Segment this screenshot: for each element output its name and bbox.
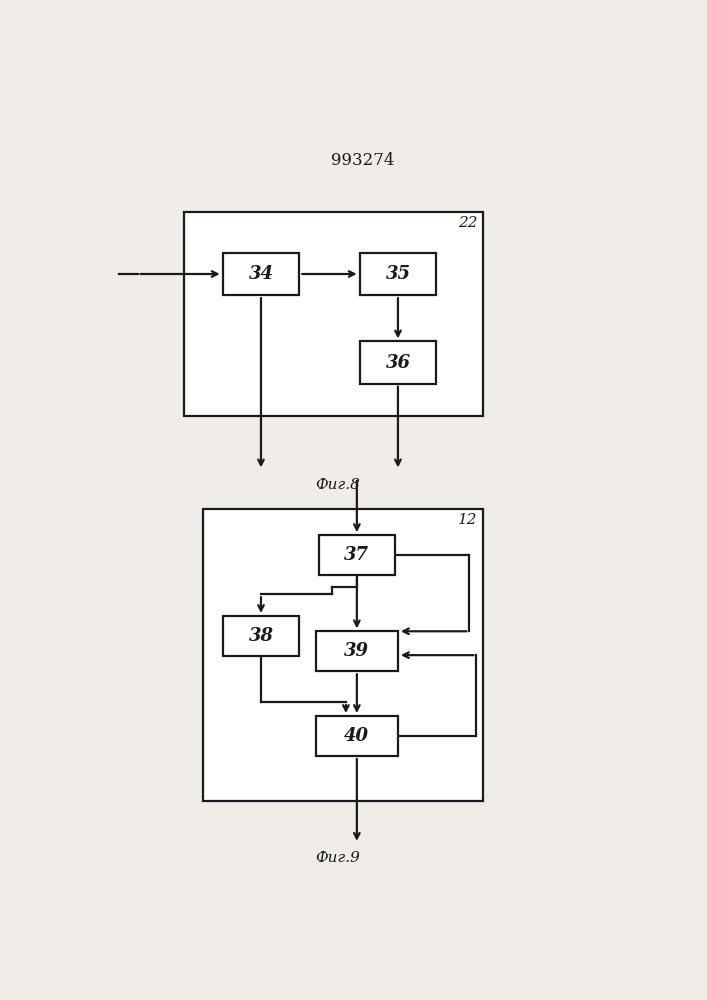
Bar <box>316 631 398 671</box>
Text: 39: 39 <box>344 642 369 660</box>
Bar <box>316 716 398 756</box>
Text: 38: 38 <box>248 627 274 645</box>
Text: 993274: 993274 <box>331 152 394 169</box>
Text: Фиг.8: Фиг.8 <box>315 478 360 492</box>
Text: 34: 34 <box>248 265 274 283</box>
Bar <box>204 509 483 801</box>
Text: 35: 35 <box>385 265 411 283</box>
Bar <box>223 253 299 295</box>
Text: 37: 37 <box>344 546 369 564</box>
Text: 36: 36 <box>385 354 411 372</box>
Bar <box>223 616 299 656</box>
Bar <box>360 341 436 384</box>
Text: 12: 12 <box>458 513 477 527</box>
Bar <box>185 212 483 416</box>
Text: 40: 40 <box>344 727 369 745</box>
Text: 22: 22 <box>458 216 477 230</box>
Bar <box>360 253 436 295</box>
Text: Фиг.9: Фиг.9 <box>315 852 360 865</box>
Bar <box>319 535 395 575</box>
